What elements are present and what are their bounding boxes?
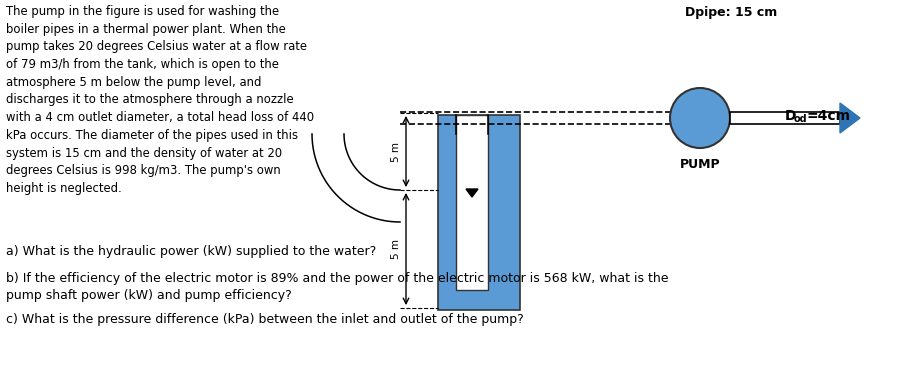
Bar: [730, 112, 840, 124]
Polygon shape: [466, 189, 478, 197]
Bar: [438, 115, 520, 310]
Text: pump shaft power (kW) and pump efficiency?: pump shaft power (kW) and pump efficienc…: [6, 289, 292, 302]
Text: PUMP: PUMP: [680, 158, 720, 171]
Bar: [456, 115, 488, 290]
Text: c) What is the pressure difference (kPa) between the inlet and outlet of the pum: c) What is the pressure difference (kPa)…: [6, 313, 524, 326]
Text: 5 m: 5 m: [391, 141, 401, 161]
Text: Dpipe: 15 cm: Dpipe: 15 cm: [685, 6, 778, 19]
Text: od: od: [794, 114, 807, 124]
Text: D: D: [785, 109, 797, 123]
Text: b) If the efficiency of the electric motor is 89% and the power of the electric : b) If the efficiency of the electric mot…: [6, 272, 669, 285]
Text: a) What is the hydraulic power (kW) supplied to the water?: a) What is the hydraulic power (kW) supp…: [6, 245, 377, 258]
Ellipse shape: [670, 88, 730, 148]
Text: The pump in the figure is used for washing the
boiler pipes in a thermal power p: The pump in the figure is used for washi…: [6, 5, 314, 195]
Text: =4cm: =4cm: [806, 109, 850, 123]
Text: 5 m: 5 m: [391, 239, 401, 259]
Polygon shape: [840, 103, 860, 133]
